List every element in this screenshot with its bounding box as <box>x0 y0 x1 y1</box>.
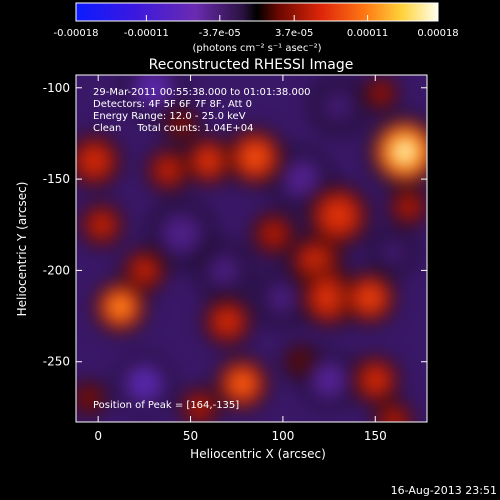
heatmap-source <box>76 199 127 250</box>
heatmap-source <box>299 350 360 410</box>
x-tick-label: 150 <box>364 429 387 443</box>
heatmap-source <box>76 130 125 191</box>
y-tick-label: -250 <box>43 355 70 369</box>
heatmap-source <box>212 353 273 414</box>
colorbar-tick-label: -3.7e-05 <box>199 28 241 39</box>
heatmap-source <box>368 227 419 278</box>
heatmap-source <box>114 353 175 414</box>
heatmap-source <box>360 75 401 114</box>
heatmap-source <box>121 75 187 121</box>
heatmap-source <box>386 184 427 229</box>
y-axis-ticks: -100 -150 -200 -250 <box>43 81 427 369</box>
timestamp: 16-Aug-2013 23:51 <box>391 484 497 497</box>
colorbar-unit-label: (photons cm⁻² s⁻¹ asec⁻²) <box>192 43 321 54</box>
peak-position-label: Position of Peak = [164,-135] <box>93 400 239 411</box>
heatmap-source <box>222 124 288 190</box>
y-tick-label: -100 <box>43 81 70 95</box>
y-axis-label: Heliocentric Y (arcsec) <box>15 182 29 317</box>
colorbar-tick-label: -0.00018 <box>54 28 99 39</box>
colorbar-tick-label: 0.00011 <box>347 28 388 39</box>
heatmap-source <box>181 133 237 189</box>
plot-frame <box>75 74 428 423</box>
heatmap-plot <box>76 75 427 422</box>
heatmap-source <box>347 352 403 408</box>
colorbar <box>76 3 438 21</box>
x-axis-ticks: 0 50 100 150 <box>94 75 387 443</box>
heatmap-source <box>193 240 254 301</box>
x-tick-label: 50 <box>183 429 198 443</box>
heatmap-source <box>146 198 217 269</box>
annotation-time-range: 29-Mar-2011 00:55:38.000 to 01:01:38.000 <box>93 87 311 98</box>
x-axis-label: Heliocentric X (arcsec) <box>190 447 326 461</box>
heatmap-source <box>76 378 109 419</box>
chart-title: Reconstructed RHESSI Image <box>149 57 354 73</box>
heatmap-source <box>177 384 223 422</box>
x-tick-label: 0 <box>94 429 102 443</box>
heatmap-source <box>339 267 400 328</box>
y-tick-label: -150 <box>43 172 70 186</box>
colorbar-tick-label: 0.00018 <box>417 28 458 39</box>
annotation-clean-counts: Clean Total counts: 1.04E+04 <box>93 123 253 134</box>
heatmap-source <box>143 145 194 195</box>
y-tick-label: -200 <box>43 263 70 277</box>
colorbar-ticks: -0.00018 -0.00011 -3.7e-05 3.7e-05 0.00011 0.… <box>54 15 459 39</box>
heatmap-source <box>308 76 369 136</box>
colorbar-tick-label: 3.7e-05 <box>275 28 313 39</box>
annotation-detectors: Detectors: 4F 5F 6F 7F 8F, Att 0 <box>93 99 252 110</box>
annotation-block: 29-Mar-2011 00:55:38.000 to 01:01:38.000… <box>93 87 311 134</box>
x-tick-label: 100 <box>271 429 294 443</box>
annotation-energy-range: Energy Range: 12.0 - 25.0 keV <box>93 111 246 122</box>
colorbar-tick-label: -0.00011 <box>124 28 169 39</box>
heatmap-source <box>303 180 374 251</box>
heatmap-source <box>90 277 151 337</box>
heatmap-source <box>364 111 427 192</box>
heatmap-source <box>248 208 299 259</box>
heatmap-source <box>200 294 255 349</box>
